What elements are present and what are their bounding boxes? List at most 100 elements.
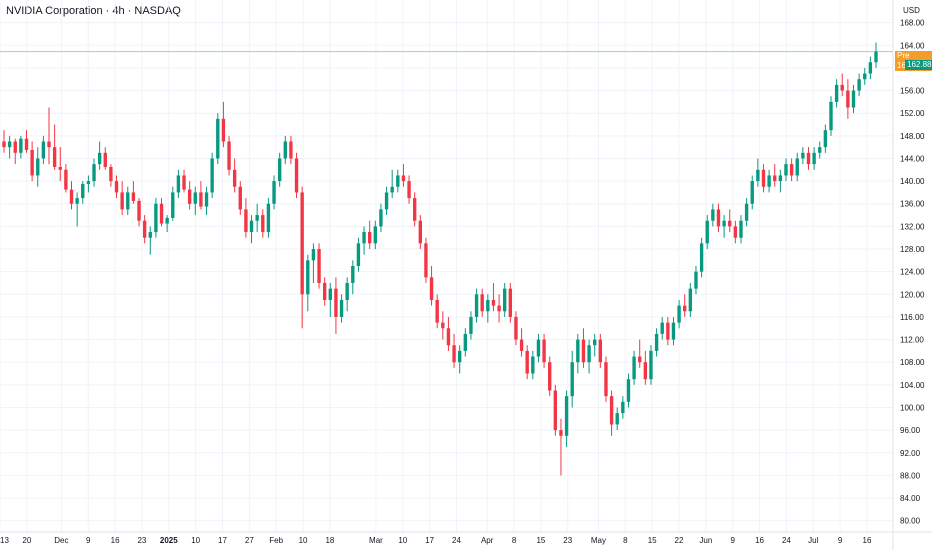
candle (654, 328, 659, 357)
candle (289, 135, 293, 165)
candle (643, 350, 648, 385)
candle-body (232, 169, 237, 187)
x-tick-label: 17 (218, 536, 227, 545)
candle (767, 169, 771, 193)
x-tick-label: 16 (863, 536, 872, 545)
y-tick-label: 100.00 (900, 403, 925, 412)
candle-body (621, 401, 625, 414)
candle-body (379, 209, 383, 227)
candle (463, 328, 468, 357)
candle-body (182, 175, 186, 190)
candle (210, 152, 214, 199)
x-tick-label: 22 (675, 536, 684, 545)
candle-body (559, 430, 563, 436)
x-tick-label: Dec (54, 536, 68, 545)
candle (519, 328, 524, 357)
candle (581, 328, 586, 368)
last-price-tag: 162.88 (905, 60, 932, 70)
candle-body (244, 209, 248, 233)
candle-body (452, 345, 456, 363)
candle-body (503, 288, 507, 312)
candle (716, 203, 721, 233)
y-tick-label: 116.00 (900, 313, 924, 322)
candle-body (773, 175, 777, 182)
candle (773, 164, 777, 187)
candle-body (638, 356, 642, 363)
candles (2, 42, 878, 476)
candle (699, 237, 704, 278)
y-tick-label: 104.00 (900, 381, 925, 390)
y-tick-label: 168.00 (900, 19, 925, 28)
candle-body (756, 169, 760, 182)
candle (480, 288, 484, 317)
candle-body (221, 118, 226, 142)
candle (503, 282, 507, 317)
candle (868, 56, 873, 80)
candle (159, 198, 164, 227)
candle-body (390, 186, 394, 193)
pre-label: Pre (897, 51, 910, 60)
candle-body (142, 220, 147, 238)
candle (497, 294, 501, 323)
candle-body (593, 339, 597, 346)
candle-body (69, 189, 74, 204)
candle (92, 158, 96, 187)
candle-body (92, 164, 96, 182)
candle-body (261, 215, 265, 233)
candle (36, 147, 40, 187)
candle-body (159, 203, 164, 224)
candle-body (834, 84, 839, 102)
candle (739, 215, 743, 244)
candle-body (857, 79, 861, 91)
y-tick-label: 140.00 (900, 177, 925, 186)
candle (204, 186, 209, 216)
x-tick-label: 27 (245, 536, 254, 545)
candle (424, 237, 428, 283)
y-tick-label: 148.00 (900, 132, 925, 141)
candle-body (351, 266, 355, 283)
candle (728, 209, 732, 233)
candle (182, 169, 186, 193)
candle (311, 243, 316, 283)
candle-body (322, 282, 327, 300)
candle-body (171, 192, 175, 218)
x-tick-label: 10 (191, 536, 200, 545)
candle (694, 266, 698, 295)
candle (744, 198, 749, 227)
candle-body (818, 147, 822, 153)
candle (812, 147, 816, 170)
candle-body (643, 362, 648, 380)
candle-body (767, 175, 771, 187)
candle-body (441, 322, 445, 329)
chart-title: NVIDIA Corporation · 4h · NASDAQ (6, 5, 181, 17)
candle-body (823, 130, 828, 148)
x-tick-label: Jul (808, 536, 818, 545)
x-tick-label: 2025 (160, 536, 178, 545)
candle-body (424, 243, 428, 278)
candle (317, 243, 321, 289)
candle-body (480, 294, 484, 312)
candle-body (317, 249, 321, 283)
candle (339, 294, 344, 323)
y-tick-label: 132.00 (900, 222, 925, 231)
candle (660, 316, 664, 340)
y-tick-label: 120.00 (900, 290, 925, 299)
candle-body (598, 339, 603, 363)
candle (120, 181, 124, 216)
candle (525, 345, 529, 380)
y-tick-label: 136.00 (900, 200, 925, 209)
candle (322, 277, 327, 306)
candle (114, 175, 119, 199)
candle (232, 158, 237, 193)
candle-body (199, 192, 203, 207)
candle (334, 277, 338, 334)
candle (733, 220, 738, 244)
candle-body (311, 249, 316, 261)
y-tick-label: 96.00 (900, 426, 921, 435)
candle-body (744, 203, 749, 221)
candle (514, 311, 518, 346)
x-tick-label: 8 (623, 536, 628, 545)
candle (542, 333, 546, 368)
candle-body (266, 203, 271, 233)
